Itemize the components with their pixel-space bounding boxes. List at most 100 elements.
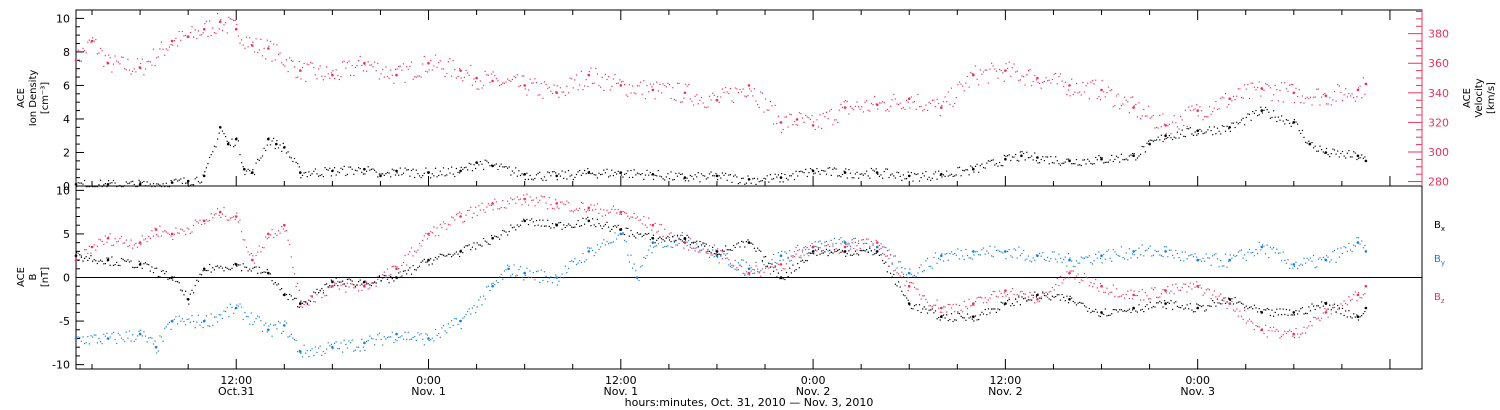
- density-series-sample: [287, 151, 289, 153]
- velocity-series-sample: [1173, 115, 1175, 117]
- velocity-series-sample: [197, 30, 199, 32]
- density-series-sample: [415, 169, 417, 171]
- bz-series-sample: [1305, 332, 1307, 334]
- density-series-sample: [725, 172, 727, 174]
- bz-series-sample: [1159, 296, 1161, 298]
- bz-series-sample: [1303, 326, 1305, 328]
- velocity-series-sample: [587, 85, 589, 88]
- bz-series-sample: [635, 217, 637, 219]
- bz-series-sample: [1061, 282, 1063, 284]
- density-series-sample: [976, 163, 978, 165]
- by-series-sample: [133, 340, 135, 343]
- bx-series-sample: [239, 264, 241, 266]
- density-series-sample: [1048, 163, 1050, 165]
- bx-series-sample: [388, 282, 390, 284]
- by-series-sample: [410, 338, 413, 340]
- density-series-sample: [95, 186, 97, 188]
- bx-series-sample: [481, 245, 483, 247]
- bx-series-sample: [803, 261, 805, 263]
- density-series-sample: [923, 175, 925, 177]
- density-series-sample: [890, 174, 892, 176]
- velocity-series-sample: [353, 74, 355, 77]
- density-series-sample: [433, 175, 435, 177]
- velocity-series-sample: [475, 81, 477, 83]
- bx-series-sample: [1221, 299, 1223, 301]
- bx-series-sample: [1191, 309, 1193, 311]
- by-series-sample: [1199, 259, 1201, 261]
- velocity-series-sample: [340, 76, 342, 78]
- bz-series-sample: [697, 251, 699, 253]
- bz-series-sample: [598, 212, 600, 214]
- by-series-sample: [332, 348, 334, 350]
- density-series-sample: [1083, 159, 1086, 161]
- bx-series-sample: [777, 272, 779, 274]
- bz-series-sample: [1031, 294, 1033, 296]
- by-series-sample: [688, 240, 690, 242]
- bfield-tick-label: -5: [59, 315, 70, 328]
- by-series-sample: [909, 268, 911, 270]
- velocity-series-sample: [196, 38, 198, 40]
- bx-series-sample: [1048, 298, 1050, 300]
- velocity-series-sample: [1069, 95, 1071, 97]
- bz-series-sample: [108, 236, 110, 238]
- bz-series-point: [234, 215, 238, 218]
- bz-series-sample: [938, 307, 940, 309]
- bz-series-sample: [1236, 308, 1238, 310]
- velocity-series-sample: [84, 50, 86, 52]
- x-tick-date: Nov. 2: [796, 385, 831, 398]
- by-series-sample: [604, 244, 606, 246]
- density-series-sample: [418, 175, 421, 177]
- bx-series-sample: [159, 276, 161, 278]
- density-series-sample: [585, 173, 587, 175]
- by-series-sample: [1051, 251, 1053, 253]
- bz-series-sample: [199, 219, 201, 221]
- bz-series-sample: [563, 203, 565, 205]
- bz-series-sample: [1197, 286, 1199, 288]
- bz-series-sample: [151, 230, 153, 232]
- bz-series-sample: [1252, 322, 1254, 324]
- velocity-series-sample: [561, 91, 563, 93]
- bz-series-sample: [1284, 330, 1286, 332]
- bx-series-sample: [809, 252, 812, 254]
- bz-series-sample: [361, 289, 363, 291]
- velocity-series-sample: [76, 70, 78, 72]
- by-series-sample: [242, 318, 244, 321]
- velocity-series-sample: [1338, 85, 1340, 87]
- density-series-sample: [478, 164, 480, 166]
- by-series-sample: [574, 258, 576, 260]
- bz-series-sample: [394, 265, 397, 267]
- velocity-series-sample: [862, 111, 864, 113]
- density-series-sample: [234, 144, 236, 146]
- velocity-series-sample: [725, 87, 727, 89]
- by-series-sample: [821, 243, 823, 245]
- by-series-sample: [183, 320, 185, 323]
- bx-series-sample: [191, 289, 193, 291]
- velocity-series-sample: [572, 87, 574, 89]
- density-series-sample: [1075, 159, 1078, 161]
- velocity-series-sample: [704, 106, 706, 108]
- velocity-series-point: [267, 47, 270, 50]
- velocity-series-sample: [792, 124, 794, 126]
- by-series-sample: [255, 318, 257, 320]
- velocity-series-sample: [845, 100, 847, 102]
- density-series-sample: [255, 162, 257, 164]
- by-series-sample: [777, 252, 779, 254]
- by-series-sample: [532, 272, 534, 274]
- bx-series-sample: [228, 268, 230, 270]
- velocity-series-sample: [318, 68, 320, 70]
- density-series-sample: [1162, 140, 1164, 143]
- bz-series-sample: [894, 269, 896, 271]
- bz-series-sample: [188, 228, 190, 230]
- density-series-sample: [225, 136, 227, 138]
- by-series-sample: [856, 245, 858, 247]
- by-series-sample: [734, 268, 736, 270]
- velocity-series-sample: [293, 66, 296, 68]
- bz-series-sample: [508, 203, 510, 205]
- bz-series-sample: [345, 291, 347, 293]
- bz-series-sample: [234, 218, 236, 220]
- velocity-series-sample: [380, 73, 382, 75]
- bz-series-sample: [1359, 296, 1361, 299]
- velocity-series-sample: [308, 64, 310, 66]
- by-series-sample: [1356, 237, 1358, 239]
- density-series-sample: [519, 174, 522, 177]
